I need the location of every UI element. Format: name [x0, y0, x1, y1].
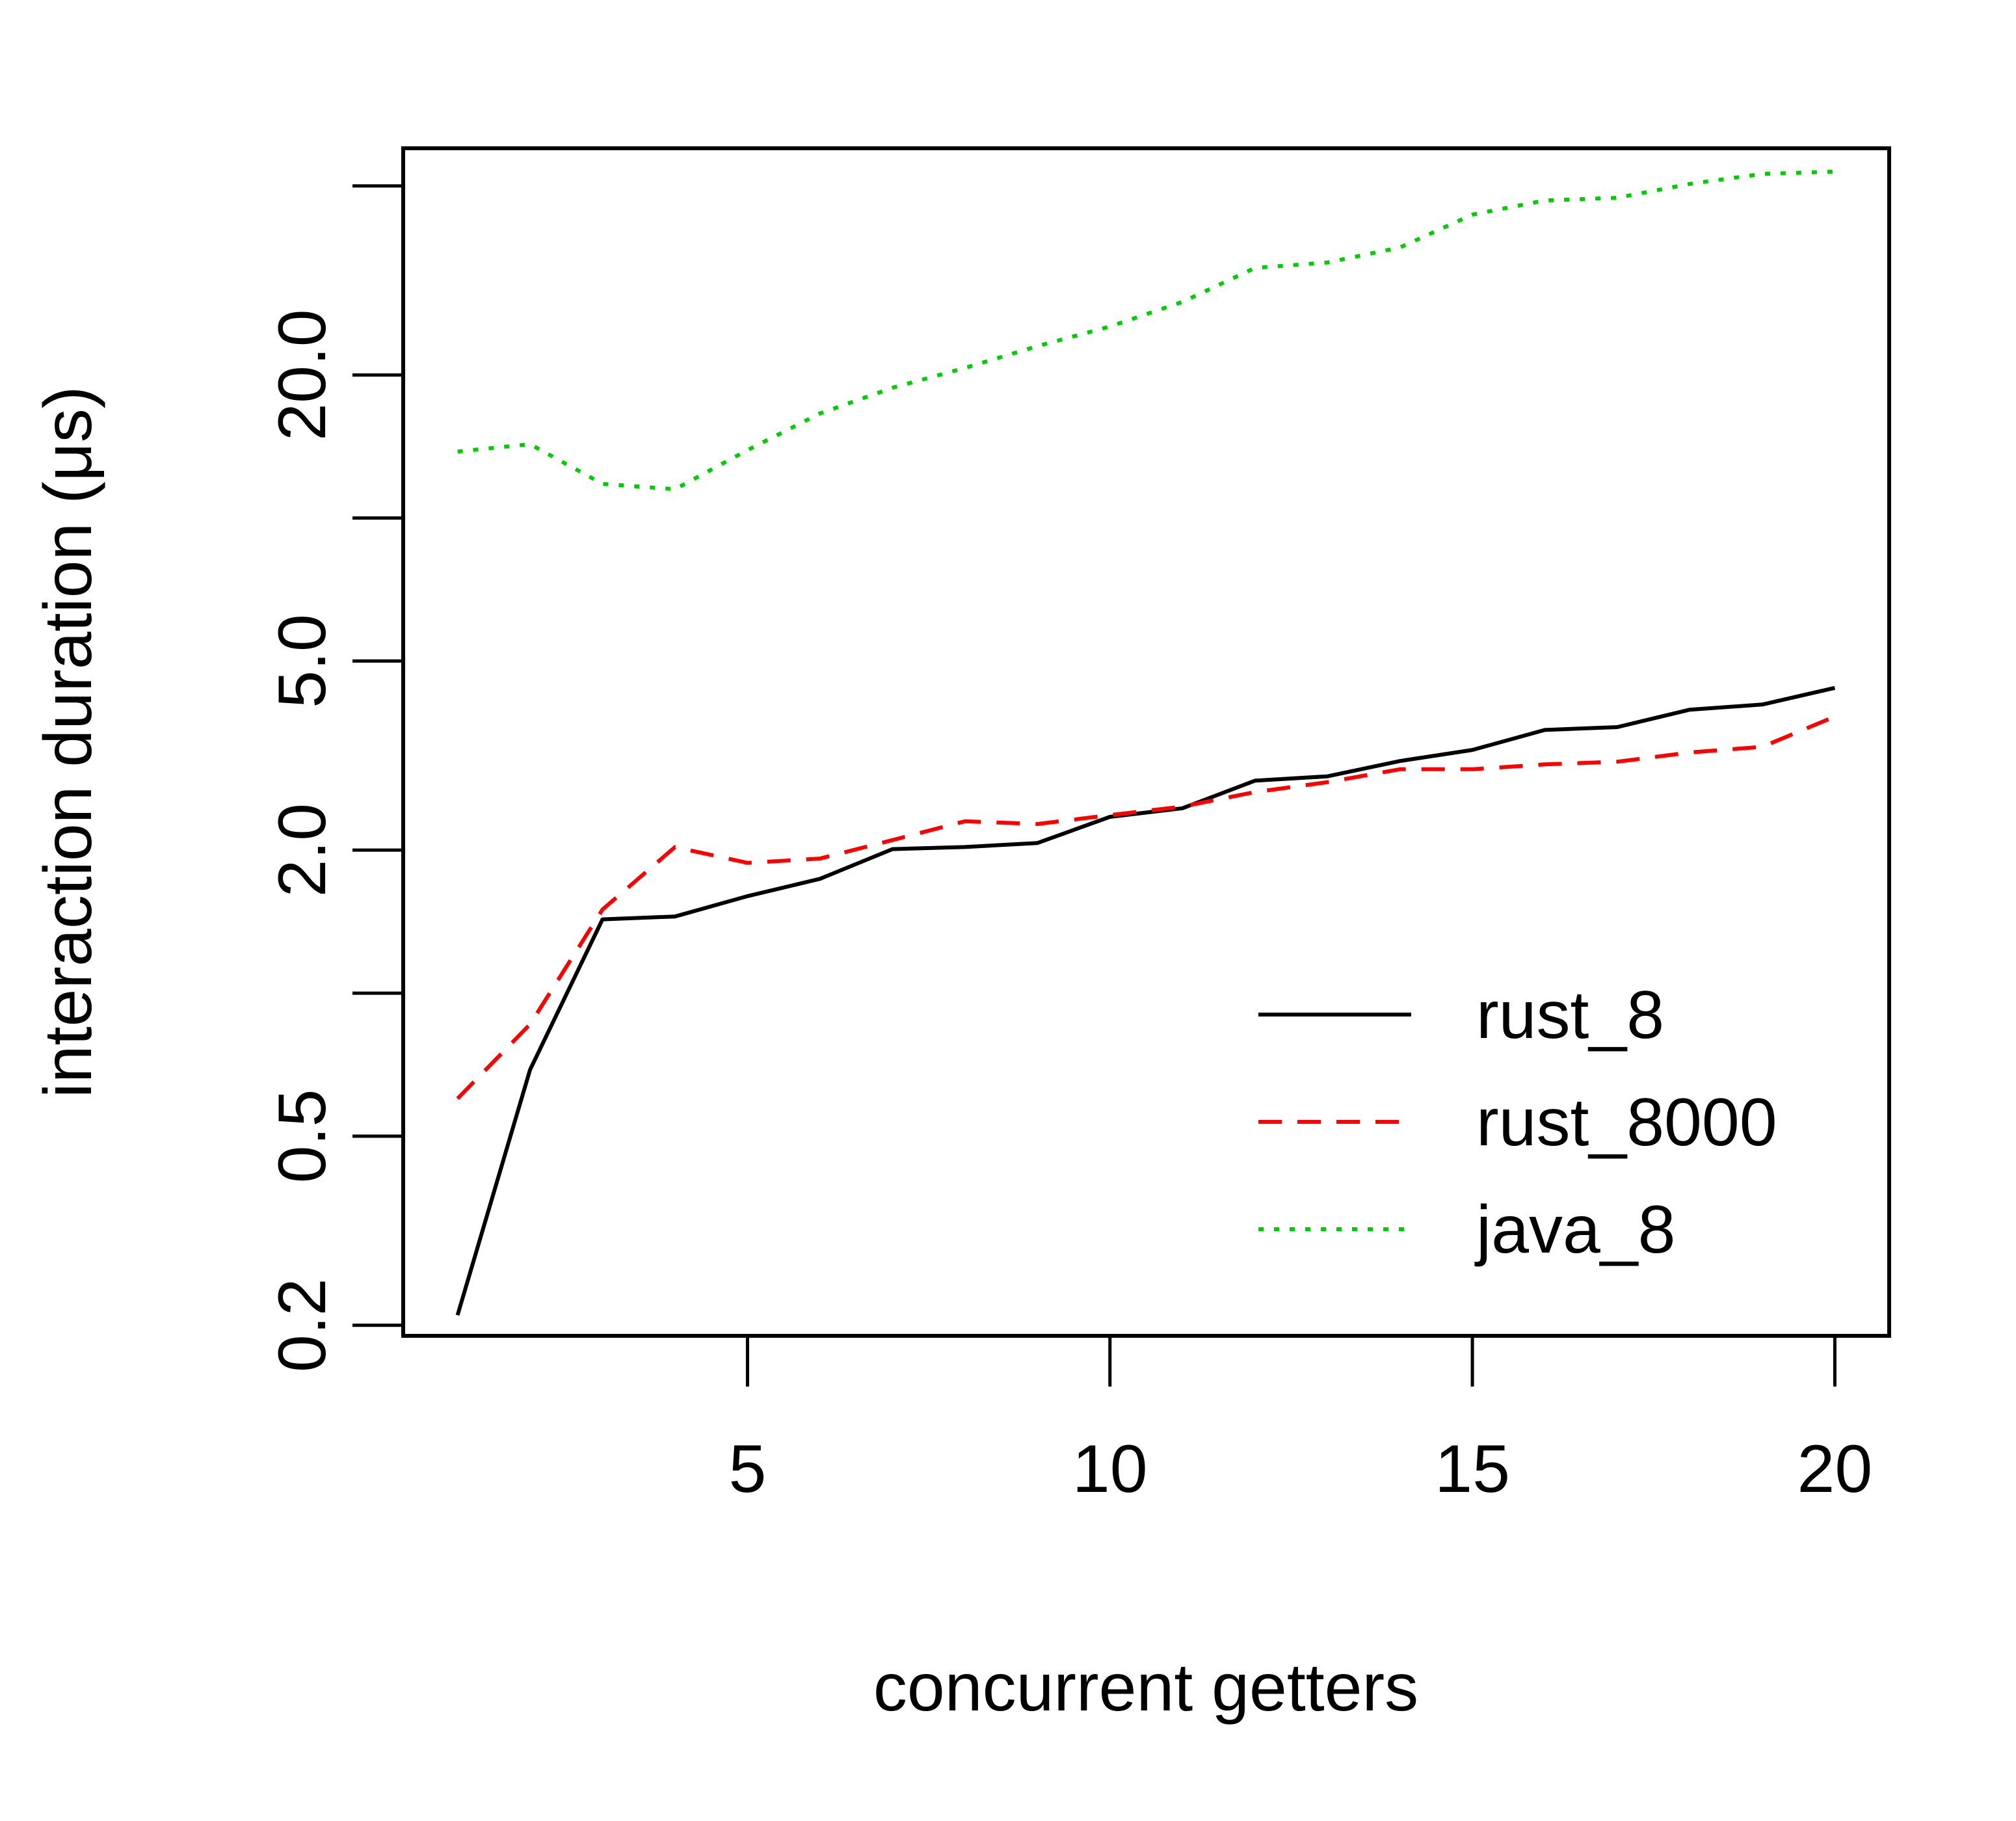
legend-label-rust_8000: rust_8000 [1476, 1085, 1777, 1160]
x-tick-label: 20 [1797, 1431, 1873, 1507]
y-tick-label: 20.0 [265, 309, 340, 440]
y-tick-label: 0.2 [265, 1278, 340, 1372]
y-axis-label: interaction duration (μs) [31, 386, 106, 1098]
x-tick-label: 5 [729, 1431, 767, 1507]
legend: rust_8 rust_8000 java_8 [1258, 977, 1777, 1268]
x-tick-label: 15 [1435, 1431, 1510, 1507]
y-tick-label: 5.0 [265, 614, 340, 708]
legend-label-rust_8: rust_8 [1476, 977, 1664, 1053]
legend-label-java_8: java_8 [1474, 1192, 1675, 1268]
y-tick-label: 2.0 [265, 803, 340, 897]
x-axis-label: concurrent getters [873, 1650, 1418, 1725]
x-axis: 5 10 15 20 [729, 1334, 1873, 1507]
x-tick-label: 10 [1072, 1431, 1148, 1507]
series-line-java_8 [457, 169, 1835, 492]
series-layer [455, 169, 1836, 1316]
y-axis: 0.2 0.5 2.0 5.0 20.0 [265, 184, 405, 1372]
y-tick-label: 0.5 [265, 1089, 340, 1184]
series-line-rust_8 [455, 685, 1836, 1316]
